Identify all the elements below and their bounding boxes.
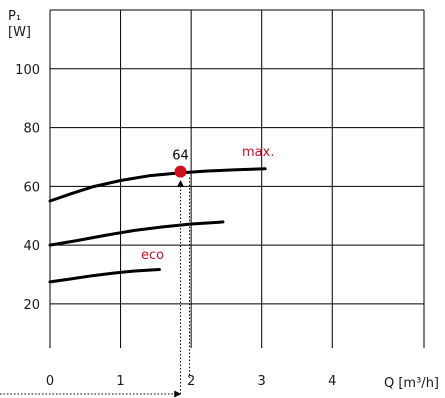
x-tick-label: 0 (46, 374, 54, 389)
grid (49, 9, 425, 348)
y-tick-label: 40 (23, 239, 40, 254)
tick-labels: 20 40 60 80 100 0 1 2 3 4 (15, 63, 336, 389)
operating-point-marker (174, 165, 187, 178)
y-tick-label: 20 (23, 298, 40, 313)
x-tick-label: 1 (116, 374, 124, 389)
y-tick-label: 100 (15, 63, 40, 78)
operating-point-label: 64 (172, 149, 189, 164)
y-tick-label: 60 (23, 180, 40, 195)
x-axis-label: Q [m³/h] (384, 376, 439, 391)
x-tick-label: 3 (258, 374, 266, 389)
series-line-1 (48, 167, 267, 203)
series-line-2 (48, 220, 225, 247)
series-group: max. eco (48, 145, 274, 284)
x-tick-label: 4 (328, 374, 336, 389)
y-tick-label: 80 (23, 122, 40, 137)
x-tick-label: 2 (187, 374, 195, 389)
y-axis-label-line2: [W] (8, 25, 31, 40)
operating-point-guides: 64 (0, 149, 191, 398)
y-axis-label-line1: P₁ (8, 9, 21, 24)
series-label-max: max. (242, 145, 274, 160)
series-line-3 (48, 268, 161, 284)
series-label-eco: eco (141, 248, 164, 263)
